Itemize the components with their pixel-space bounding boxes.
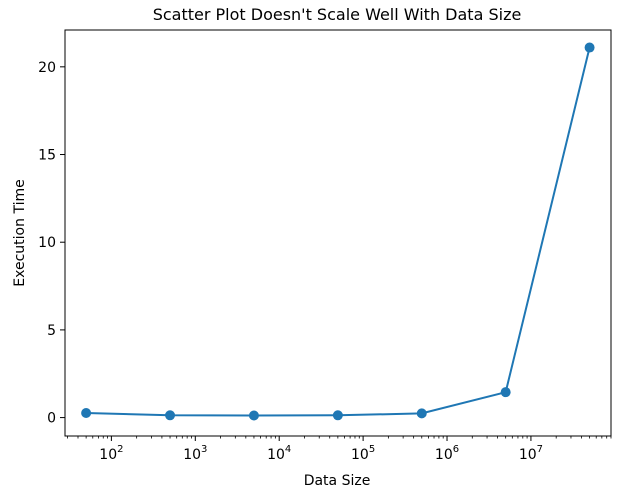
series-line [86,47,591,417]
y-tick-label: 5 [47,323,56,339]
x-axis: 102 103 104 105 106 107 [99,436,543,463]
x-tick-base: 10 [267,447,285,463]
x-tick-label: 107 [519,444,543,463]
y-tick-label: 15 [38,148,56,164]
data-point [248,410,259,421]
y-axis-label: Execution Time [12,179,28,286]
y-tick-label: 20 [38,60,56,76]
x-tick-label: 106 [435,444,459,463]
x-tick-label: 104 [267,444,291,463]
x-tick-exponent: 3 [201,444,207,455]
x-tick-exponent: 6 [453,444,459,455]
y-tick-label: 0 [47,411,56,427]
series-layer [81,42,595,421]
x-tick-base: 10 [435,447,453,463]
data-point [500,387,511,398]
data-point [165,410,176,421]
x-tick-label: 102 [99,444,123,463]
chart-title: Scatter Plot Doesn't Scale Well With Dat… [153,5,522,24]
data-point [584,42,595,53]
plot-frame [64,29,612,437]
x-tick-exponent: 7 [537,444,543,455]
x-tick-base: 10 [519,447,537,463]
x-tick-exponent: 4 [285,444,291,455]
x-axis-label: Data Size [304,473,371,489]
data-point [81,408,92,419]
x-tick-exponent: 2 [117,444,123,455]
x-minor-ticks [67,436,612,439]
x-tick-base: 10 [351,447,369,463]
x-tick-label: 105 [351,444,375,463]
x-tick-label: 103 [183,444,207,463]
x-tick-exponent: 5 [369,444,375,455]
x-tick-base: 10 [99,447,117,463]
y-axis: 0 5 10 15 20 [38,60,65,427]
x-tick-base: 10 [183,447,201,463]
data-point [332,410,343,421]
data-point [416,408,427,419]
y-tick-label: 10 [38,235,56,251]
